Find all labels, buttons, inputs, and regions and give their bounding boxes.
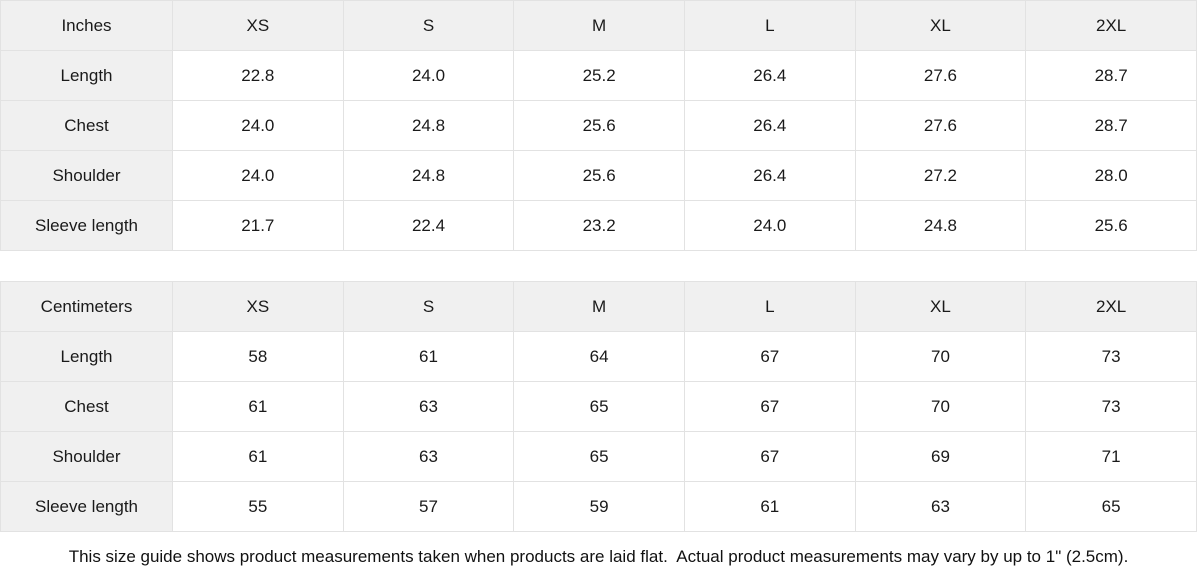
size-header-cell: M (513, 0, 685, 51)
value-cell: 64 (513, 331, 685, 382)
table-row: Sleeve length 21.7 22.4 23.2 24.0 24.8 2… (0, 200, 1197, 251)
value-cell: 25.6 (513, 100, 685, 151)
size-header-cell: 2XL (1025, 0, 1197, 51)
value-cell: 57 (342, 481, 515, 532)
value-cell: 67 (683, 381, 856, 432)
value-cell: 27.2 (854, 150, 1027, 201)
value-cell: 55 (172, 481, 344, 532)
value-cell: 22.4 (342, 200, 515, 251)
value-cell: 24.0 (172, 150, 344, 201)
value-cell: 63 (854, 481, 1027, 532)
value-cell: 70 (854, 331, 1027, 382)
table-row: Chest 61 63 65 67 70 73 (0, 381, 1197, 432)
table-row: Shoulder 24.0 24.8 25.6 26.4 27.2 28.0 (0, 150, 1197, 201)
value-cell: 61 (172, 381, 344, 432)
size-header-cell: M (513, 281, 685, 332)
table-row: Length 58 61 64 67 70 73 (0, 331, 1197, 382)
row-label-cell: Length (0, 331, 173, 382)
centimeters-header-row: Centimeters XS S M L XL 2XL (0, 281, 1197, 332)
value-cell: 61 (172, 431, 344, 482)
size-header-cell: L (683, 0, 856, 51)
unit-header-cell: Inches (0, 0, 173, 51)
row-label-cell: Chest (0, 100, 173, 151)
value-cell: 70 (854, 381, 1027, 432)
table-gap-spacer (0, 251, 1197, 281)
value-cell: 58 (172, 331, 344, 382)
value-cell: 73 (1025, 331, 1197, 382)
value-cell: 24.0 (172, 100, 344, 151)
row-label-cell: Shoulder (0, 150, 173, 201)
size-header-cell: XL (854, 0, 1027, 51)
value-cell: 27.6 (854, 100, 1027, 151)
value-cell: 69 (854, 431, 1027, 482)
size-header-cell: 2XL (1025, 281, 1197, 332)
row-label-cell: Sleeve length (0, 200, 173, 251)
value-cell: 28.7 (1025, 100, 1197, 151)
size-header-cell: L (683, 281, 856, 332)
size-header-cell: XS (172, 281, 344, 332)
value-cell: 25.2 (513, 50, 685, 101)
table-row: Sleeve length 55 57 59 61 63 65 (0, 481, 1197, 532)
value-cell: 65 (513, 381, 685, 432)
row-label-cell: Length (0, 50, 173, 101)
value-cell: 26.4 (683, 50, 856, 101)
row-label-cell: Sleeve length (0, 481, 173, 532)
value-cell: 22.8 (172, 50, 344, 101)
table-row: Chest 24.0 24.8 25.6 26.4 27.6 28.7 (0, 100, 1197, 151)
value-cell: 21.7 (172, 200, 344, 251)
value-cell: 26.4 (683, 100, 856, 151)
value-cell: 65 (513, 431, 685, 482)
size-header-cell: S (342, 0, 515, 51)
value-cell: 24.8 (854, 200, 1027, 251)
size-header-cell: S (342, 281, 515, 332)
value-cell: 63 (342, 431, 515, 482)
row-label-cell: Chest (0, 381, 173, 432)
value-cell: 24.8 (342, 100, 515, 151)
value-cell: 67 (683, 431, 856, 482)
value-cell: 67 (683, 331, 856, 382)
inches-header-row: Inches XS S M L XL 2XL (0, 0, 1197, 51)
value-cell: 26.4 (683, 150, 856, 201)
value-cell: 61 (342, 331, 515, 382)
value-cell: 73 (1025, 381, 1197, 432)
table-row: Length 22.8 24.0 25.2 26.4 27.6 28.7 (0, 50, 1197, 101)
value-cell: 63 (342, 381, 515, 432)
value-cell: 24.0 (342, 50, 515, 101)
value-cell: 28.7 (1025, 50, 1197, 101)
value-cell: 24.0 (683, 200, 856, 251)
size-header-cell: XL (854, 281, 1027, 332)
value-cell: 65 (1025, 481, 1197, 532)
value-cell: 59 (513, 481, 685, 532)
table-row: Shoulder 61 63 65 67 69 71 (0, 431, 1197, 482)
value-cell: 24.8 (342, 150, 515, 201)
value-cell: 25.6 (513, 150, 685, 201)
size-header-cell: XS (172, 0, 344, 51)
value-cell: 27.6 (854, 50, 1027, 101)
value-cell: 61 (683, 481, 856, 532)
unit-header-cell: Centimeters (0, 281, 173, 332)
row-label-cell: Shoulder (0, 431, 173, 482)
value-cell: 25.6 (1025, 200, 1197, 251)
value-cell: 71 (1025, 431, 1197, 482)
size-guide-disclaimer: This size guide shows product measuremen… (0, 532, 1197, 580)
value-cell: 23.2 (513, 200, 685, 251)
value-cell: 28.0 (1025, 150, 1197, 201)
inches-size-table: Inches XS S M L XL 2XL Length 22.8 24.0 … (0, 0, 1197, 251)
centimeters-size-table: Centimeters XS S M L XL 2XL Length 58 61… (0, 281, 1197, 532)
